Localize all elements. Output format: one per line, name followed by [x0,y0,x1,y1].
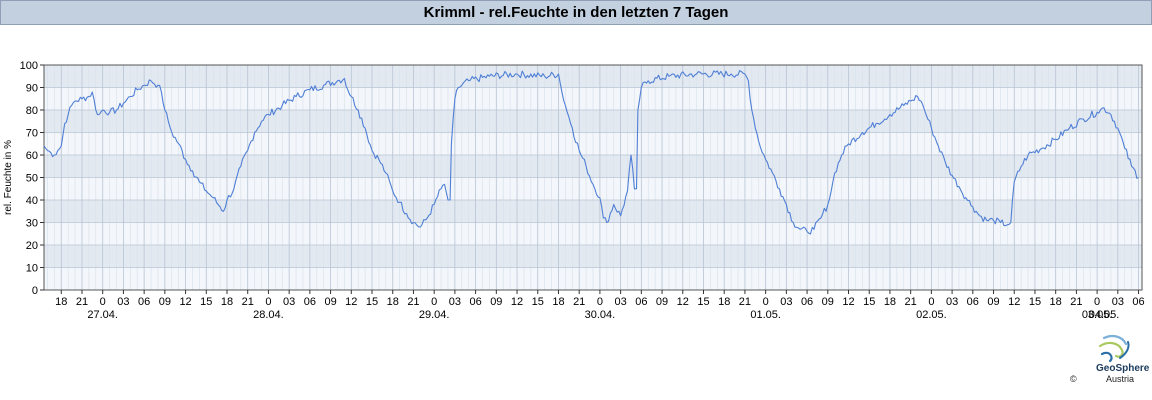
x-date-label: 28.04. [253,309,284,321]
humidity-series-line [43,70,1139,235]
x-tick-label: 09 [490,296,502,308]
x-tick-label: 15 [532,296,544,308]
x-tick-label: 18 [387,296,399,308]
x-tick-label: 09 [656,296,668,308]
x-date-label: 03.05. [1082,309,1113,321]
x-tick-label: 18 [221,296,233,308]
geosphere-logo-icon [1098,334,1130,363]
x-tick-label: 18 [718,296,730,308]
humidity-line-chart: 0 10 20 30 40 50 60 70 80 90 100 rel. Feuchte in % 1… [3,60,1145,321]
x-tick-label: 15 [863,296,875,308]
x-tick-label: 18 [552,296,564,308]
x-tick-label: 06 [635,296,647,308]
x-tick-label: 12 [511,296,523,308]
x-date-label: 04.05. [1089,309,1120,321]
x-tick-label: 03 [780,296,792,308]
x-tick-label: 03 [283,296,295,308]
logo-copyright: © [1070,374,1077,384]
x-tick-label: 15 [697,296,709,308]
y-tick-label: 100 [20,60,38,72]
x-tick-label: 03 [117,296,129,308]
x-date-label: 27.04. [87,309,118,321]
x-tick-label: 12 [345,296,357,308]
x-tick-label: 21 [76,296,88,308]
x-tick-label: 06 [138,296,150,308]
x-tick-label: 0 [1094,296,1100,308]
x-tick-label: 15 [366,296,378,308]
x-tick-label: 21 [242,296,254,308]
logo-country: Austria [1106,374,1135,384]
y-tick-label: 80 [26,105,38,117]
x-tick-label: 0 [597,296,603,308]
x-tick-label: 03 [449,296,461,308]
x-tick-label: 18 [55,296,67,308]
logo-name: GeoSphere [1096,363,1150,374]
y-tick-label: 70 [26,128,38,140]
x-tick-label: 03 [1112,296,1124,308]
x-tick-label: 06 [967,296,979,308]
chart-title: Krimml - rel.Feuchte in den letzten 7 Ta… [423,4,729,21]
y-tick-label: 40 [26,195,38,207]
x-tick-label: 15 [1029,296,1041,308]
x-tick-label: 12 [1008,296,1020,308]
x-tick-label: 06 [469,296,481,308]
x-tick-label: 15 [200,296,212,308]
x-tick-label: 09 [324,296,336,308]
x-tick-label: 03 [946,296,958,308]
x-tick-label: 0 [431,296,437,308]
y-tick-label: 30 [26,218,38,230]
y-tick-label: 90 [26,83,38,95]
x-tick-label: 12 [842,296,854,308]
x-tick-label: 18 [884,296,896,308]
x-date-label: 29.04. [419,309,450,321]
chart-title-bar: Krimml - rel.Feuchte in den letzten 7 Ta… [0,0,1152,25]
x-tick-label: 09 [987,296,999,308]
x-tick-label: 03 [614,296,626,308]
y-axis-label: rel. Feuchte in % [3,140,14,215]
y-tick-label: 20 [26,240,38,252]
x-date-label: 02.05. [916,309,947,321]
x-tick-label: 12 [179,296,191,308]
x-tick-label: 21 [739,296,751,308]
x-tick-label: 09 [159,296,171,308]
y-tick-label: 10 [26,263,38,275]
y-tick-label: 60 [26,150,38,162]
x-tick-label: 21 [573,296,585,308]
y-tick-label: 0 [32,285,38,297]
x-tick-label: 0 [928,296,934,308]
x-tick-label: 21 [905,296,917,308]
x-tick-label: 0 [763,296,769,308]
x-tick-label: 0 [265,296,271,308]
x-tick-label: 0 [100,296,106,308]
x-tick-label: 21 [407,296,419,308]
x-date-label: 01.05. [750,309,781,321]
x-tick-label: 12 [677,296,689,308]
x-date-label: 30.04. [585,309,616,321]
x-tick-label: 18 [1050,296,1062,308]
x-tick-label: 06 [304,296,316,308]
x-tick-label: 21 [1070,296,1082,308]
y-tick-label: 50 [26,173,38,185]
x-tick-label: 06 [801,296,813,308]
x-tick-label: 09 [822,296,834,308]
x-tick-label: 06 [1132,296,1144,308]
